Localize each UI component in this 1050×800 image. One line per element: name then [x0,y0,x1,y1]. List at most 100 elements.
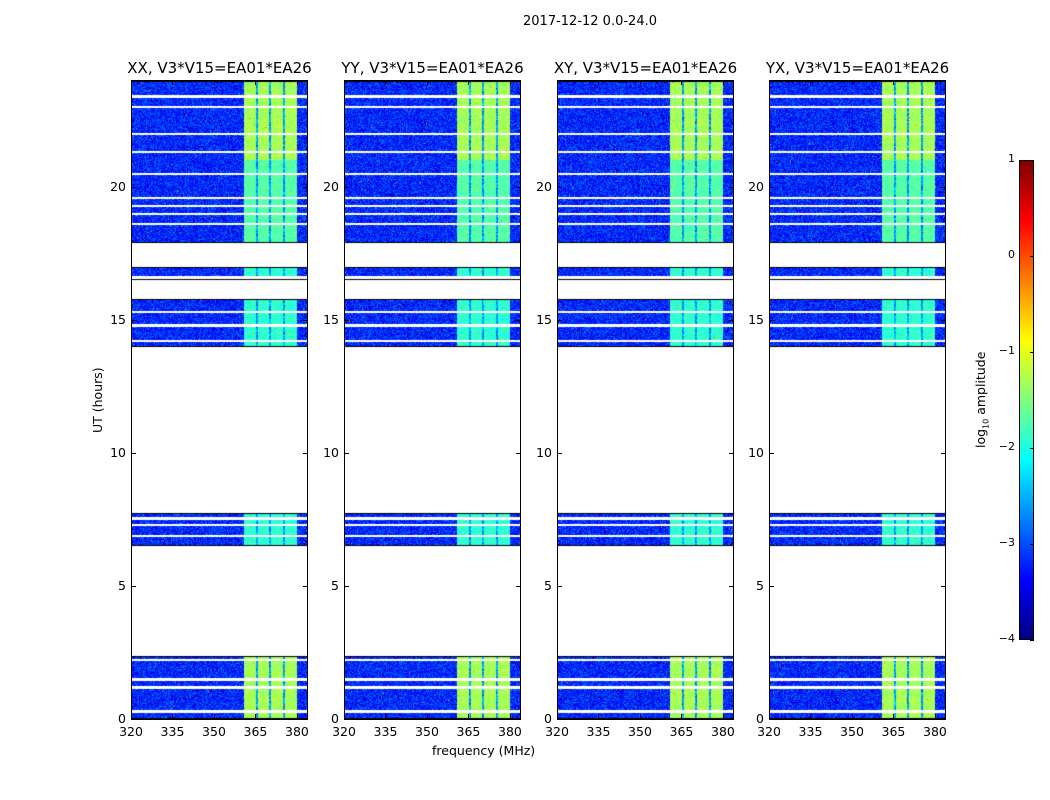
x-tick [172,80,174,85]
y-tick [557,452,562,454]
x-tick [131,714,132,719]
x-tick-label: 365 [881,724,906,739]
panel-axes [557,80,734,720]
y-tick [941,452,946,454]
y-tick [557,319,562,321]
y-tick-label: 0 [756,711,764,726]
y-tick [516,319,521,321]
x-tick [385,714,387,719]
y-tick [344,585,349,587]
y-tick [769,319,774,321]
x-tick [557,714,558,719]
heatmap-canvas [344,80,521,719]
heatmap-canvas [769,80,946,719]
colorbar-label: log10 amplitude [973,352,991,448]
y-tick [769,719,774,720]
x-tick-label: 365 [456,724,481,739]
y-tick [344,719,349,720]
y-tick [344,452,349,454]
x-tick [468,714,470,719]
y-tick-label: 10 [536,444,552,460]
colorbar [1019,160,1034,640]
colorbar-frame [1019,160,1034,640]
x-tick [296,714,298,719]
panel-axes [769,80,946,720]
y-tick [516,452,521,454]
y-tick [131,319,136,321]
y-tick [941,719,946,720]
x-tick [468,80,470,85]
colorbar-tick [1030,256,1034,257]
y-tick [303,186,308,188]
x-tick [385,80,387,85]
x-tick-label: 320 [757,724,781,739]
y-tick-label: 0 [118,711,126,726]
y-tick-label: 20 [536,178,552,194]
colorbar-tick-label: 1 [1008,152,1015,165]
x-tick [131,80,132,85]
x-tick-label: 365 [243,724,268,739]
x-tick-label: 350 [840,724,864,739]
colorbar-tick-label: −3 [998,536,1015,549]
y-tick-label: 5 [756,577,764,593]
panel-title: YX, V3*V15=EA01*EA26 [765,59,950,77]
y-tick [131,452,136,454]
x-tick [851,714,853,719]
x-tick-label: 320 [332,724,356,739]
colorbar-tick [1030,352,1034,353]
x-tick [681,80,683,85]
y-tick-label: 10 [748,444,764,460]
y-tick [516,719,521,720]
x-tick-label: 350 [628,724,652,739]
x-tick [893,714,895,719]
x-axis-label: frequency (MHz) [432,743,536,758]
panel-title: XY, V3*V15=EA01*EA26 [553,59,738,77]
x-tick-label: 320 [119,724,143,739]
y-tick [303,319,308,321]
x-tick-label: 350 [415,724,439,739]
colorbar-tick [1030,160,1034,161]
x-tick [934,80,936,85]
x-tick [598,714,600,719]
x-tick [893,80,895,85]
colorbar-tick [1030,448,1034,449]
y-tick [769,186,774,188]
y-tick-label: 10 [323,444,339,460]
panel-title: YY, V3*V15=EA01*EA26 [341,59,524,77]
x-tick [344,714,345,719]
y-tick [729,319,734,321]
colorbar-tick-label: 0 [1008,248,1015,261]
x-tick [255,80,257,85]
heatmap-canvas [131,80,308,719]
y-tick [557,585,562,587]
x-tick [722,714,724,719]
x-tick-label: 320 [545,724,569,739]
heatmap-canvas [557,80,734,719]
colorbar-tick [1030,544,1034,545]
x-tick-label: 365 [669,724,694,739]
y-tick [769,585,774,587]
y-tick [303,452,308,454]
y-tick [729,452,734,454]
x-tick [557,80,558,85]
y-tick-label: 0 [331,711,339,726]
x-tick [344,80,345,85]
y-tick-label: 20 [323,178,339,194]
panel-axes [131,80,308,720]
x-tick-label: 380 [285,724,309,739]
panel-axes [344,80,521,720]
x-tick-label: 335 [160,724,185,739]
y-tick [131,585,136,587]
colorbar-label-main: log [973,428,988,448]
y-tick [131,719,136,720]
x-tick [769,80,770,85]
x-tick [213,714,215,719]
x-tick-label: 335 [586,724,611,739]
y-tick [729,186,734,188]
y-tick [516,186,521,188]
y-tick [729,719,734,720]
y-tick-label: 15 [323,311,339,327]
x-tick [639,714,641,719]
y-tick [344,186,349,188]
y-tick-label: 15 [536,311,552,327]
